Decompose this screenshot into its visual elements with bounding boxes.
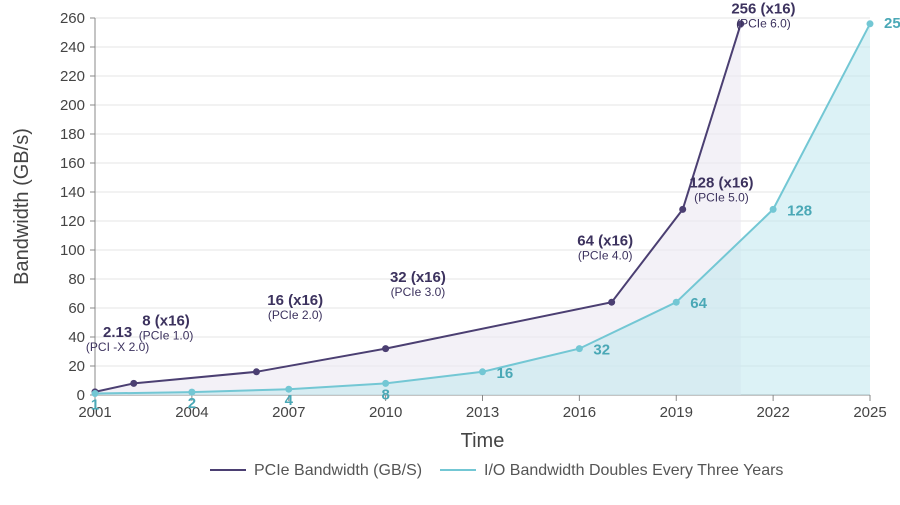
series1-point [679,206,686,213]
x-tick-label: 2025 [853,404,886,421]
x-tick-label: 2019 [660,404,693,421]
series1-annotation-title: 32 (x16) [390,269,446,286]
y-tick-label: 0 [77,387,85,404]
y-axis-title-svg: Bandwidth (GB/s) [11,128,33,285]
series2-point [576,345,583,352]
x-tick-label: 2013 [466,404,499,421]
y-tick-label: 140 [60,184,85,201]
series1-annotation-title: 8 (x16) [142,312,190,329]
series1-annotation-sub: (PCIe 5.0) [694,191,749,205]
series2-point [867,20,874,27]
y-tick-label: 260 [60,10,85,27]
series1-annotation-sub: (PCIe 4.0) [578,249,633,263]
legend-label-1: PCIe Bandwidth (GB/S) [254,462,422,479]
y-tick-label: 160 [60,155,85,172]
series2-point [479,368,486,375]
chart-svg: 0204060801001201401601802002202402602001… [0,0,900,505]
series1-point [382,345,389,352]
series1-annotation-title: 128 (x16) [689,175,753,192]
series2-point [673,299,680,306]
y-tick-label: 220 [60,68,85,85]
x-tick-label: 2010 [369,404,402,421]
legend-label-2: I/O Bandwidth Doubles Every Three Years [484,462,783,479]
series2-value-label: 2 [188,395,196,412]
x-axis-title-svg: Time [461,430,505,452]
x-tick-label: 2016 [563,404,596,421]
series1-annotation-title: 2.13 [103,324,132,341]
y-tick-label: 100 [60,242,85,259]
series2-value-label: 256 [884,15,900,32]
series2-point [770,206,777,213]
series2-value-label: 8 [381,386,389,403]
series1-annotation-sub: (PCIe 1.0) [139,328,194,342]
series1-annotation-sub: (PCIe 2.0) [268,308,323,322]
y-tick-label: 200 [60,97,85,114]
y-tick-label: 60 [68,300,85,317]
y-tick-label: 180 [60,126,85,143]
series2-value-label: 4 [285,392,294,409]
y-tick-label: 40 [68,329,85,346]
series1-point [608,299,615,306]
series2-value-label: 32 [593,342,610,359]
y-tick-label: 120 [60,213,85,230]
series2-value-label: 1 [91,397,99,414]
series1-annotation-sub: (PCIe 6.0) [736,17,791,31]
series1-point [253,368,260,375]
y-tick-label: 80 [68,271,85,288]
series1-annotation-title: 64 (x16) [577,233,633,250]
y-tick-label: 20 [68,358,85,375]
series2-value-label: 16 [497,365,514,382]
y-tick-label: 240 [60,39,85,56]
series1-annotation-title: 256 (x16) [731,1,795,18]
series1-point [130,380,137,387]
series2-value-label: 128 [787,202,812,219]
series2-value-label: 64 [690,295,707,312]
bandwidth-chart: 0204060801001201401601802002202402602001… [0,0,900,505]
series1-annotation-title: 16 (x16) [267,292,323,309]
series1-annotation-sub: (PCIe 3.0) [391,285,446,299]
x-tick-label: 2022 [756,404,789,421]
